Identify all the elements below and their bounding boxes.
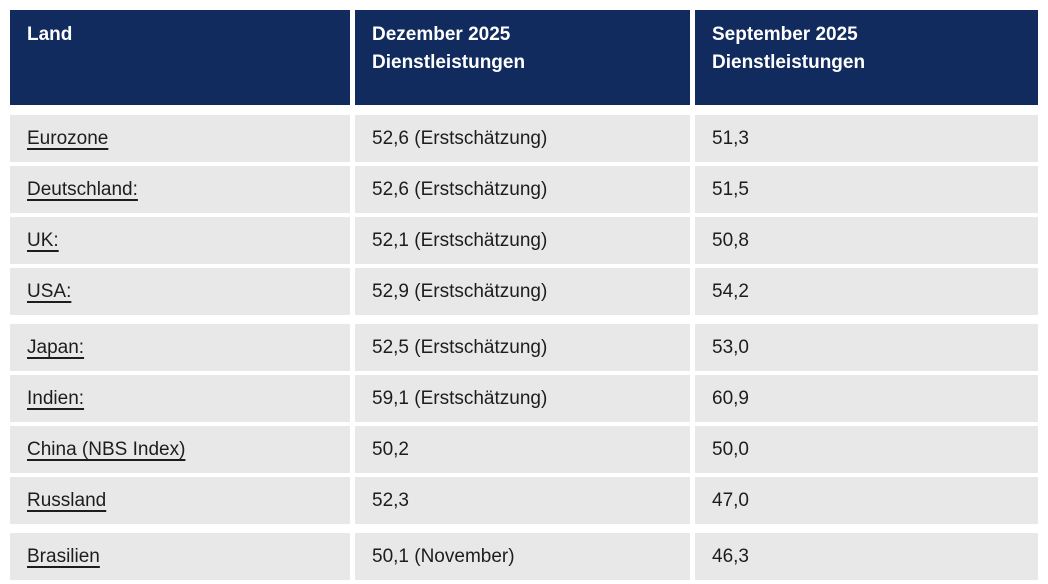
group-gap bbox=[10, 528, 1038, 529]
col-header-dezember-label: Dezember 2025 Dienstleistungen bbox=[372, 24, 526, 73]
country-cell: Indien: bbox=[10, 375, 350, 422]
country-link-indien[interactable]: Indien: bbox=[27, 387, 85, 409]
col-header-september-label: September 2025 Dienstleistungen bbox=[712, 24, 866, 73]
table-row-usa: USA: 52,9 (Erstschätzung) 54,2 bbox=[10, 268, 1038, 315]
country-link-brasilien[interactable]: Brasilien bbox=[27, 545, 100, 567]
september-value-cell: 53,0 bbox=[695, 324, 1038, 371]
col-header-land: Land bbox=[10, 10, 350, 105]
september-value-cell: 50,8 bbox=[695, 217, 1038, 264]
table-row-japan: Japan: 52,5 (Erstschätzung) 53,0 bbox=[10, 324, 1038, 371]
table-row-russland: Russland 52,3 47,0 bbox=[10, 477, 1038, 524]
country-cell: Russland bbox=[10, 477, 350, 524]
dezember-value-cell: 59,1 (Erstschätzung) bbox=[355, 375, 690, 422]
country-cell: China (NBS Index) bbox=[10, 426, 350, 473]
pmi-services-table: Land Dezember 2025 Dienstleistungen Sept… bbox=[5, 6, 1043, 584]
dezember-value-cell: 50,1 (November) bbox=[355, 533, 690, 580]
col-header-dezember: Dezember 2025 Dienstleistungen bbox=[355, 10, 690, 105]
dezember-value-cell: 52,1 (Erstschätzung) bbox=[355, 217, 690, 264]
country-link-usa[interactable]: USA: bbox=[27, 280, 72, 302]
country-link-china[interactable]: China (NBS Index) bbox=[27, 438, 186, 460]
dezember-value-cell: 52,6 (Erstschätzung) bbox=[355, 115, 690, 162]
dezember-value-cell: 50,2 bbox=[355, 426, 690, 473]
dezember-value-cell: 52,9 (Erstschätzung) bbox=[355, 268, 690, 315]
group-gap bbox=[10, 319, 1038, 320]
country-link-russland[interactable]: Russland bbox=[27, 489, 107, 511]
header-row: Land Dezember 2025 Dienstleistungen Sept… bbox=[10, 10, 1038, 105]
country-link-deutschland[interactable]: Deutschland: bbox=[27, 178, 138, 200]
september-value-cell: 51,5 bbox=[695, 166, 1038, 213]
table-row-deutschland: Deutschland: 52,6 (Erstschätzung) 51,5 bbox=[10, 166, 1038, 213]
september-value-cell: 60,9 bbox=[695, 375, 1038, 422]
country-cell: Japan: bbox=[10, 324, 350, 371]
september-value-cell: 54,2 bbox=[695, 268, 1038, 315]
header-body-gap bbox=[10, 109, 1038, 111]
country-link-japan[interactable]: Japan: bbox=[27, 336, 85, 358]
dezember-value-cell: 52,5 (Erstschätzung) bbox=[355, 324, 690, 371]
table-row-eurozone: Eurozone 52,6 (Erstschätzung) 51,3 bbox=[10, 115, 1038, 162]
country-link-uk[interactable]: UK: bbox=[27, 229, 59, 251]
september-value-cell: 47,0 bbox=[695, 477, 1038, 524]
september-value-cell: 50,0 bbox=[695, 426, 1038, 473]
table-row-uk: UK: 52,1 (Erstschätzung) 50,8 bbox=[10, 217, 1038, 264]
september-value-cell: 46,3 bbox=[695, 533, 1038, 580]
dezember-value-cell: 52,6 (Erstschätzung) bbox=[355, 166, 690, 213]
country-cell: Eurozone bbox=[10, 115, 350, 162]
table-row-china: China (NBS Index) 50,2 50,0 bbox=[10, 426, 1038, 473]
country-cell: Brasilien bbox=[10, 533, 350, 580]
country-cell: USA: bbox=[10, 268, 350, 315]
country-link-eurozone[interactable]: Eurozone bbox=[27, 127, 109, 149]
country-cell: Deutschland: bbox=[10, 166, 350, 213]
september-value-cell: 51,3 bbox=[695, 115, 1038, 162]
table-row-brasilien: Brasilien 50,1 (November) 46,3 bbox=[10, 533, 1038, 580]
col-header-september: September 2025 Dienstleistungen bbox=[695, 10, 1038, 105]
table-row-indien: Indien: 59,1 (Erstschätzung) 60,9 bbox=[10, 375, 1038, 422]
country-cell: UK: bbox=[10, 217, 350, 264]
dezember-value-cell: 52,3 bbox=[355, 477, 690, 524]
col-header-land-label: Land bbox=[27, 24, 73, 45]
